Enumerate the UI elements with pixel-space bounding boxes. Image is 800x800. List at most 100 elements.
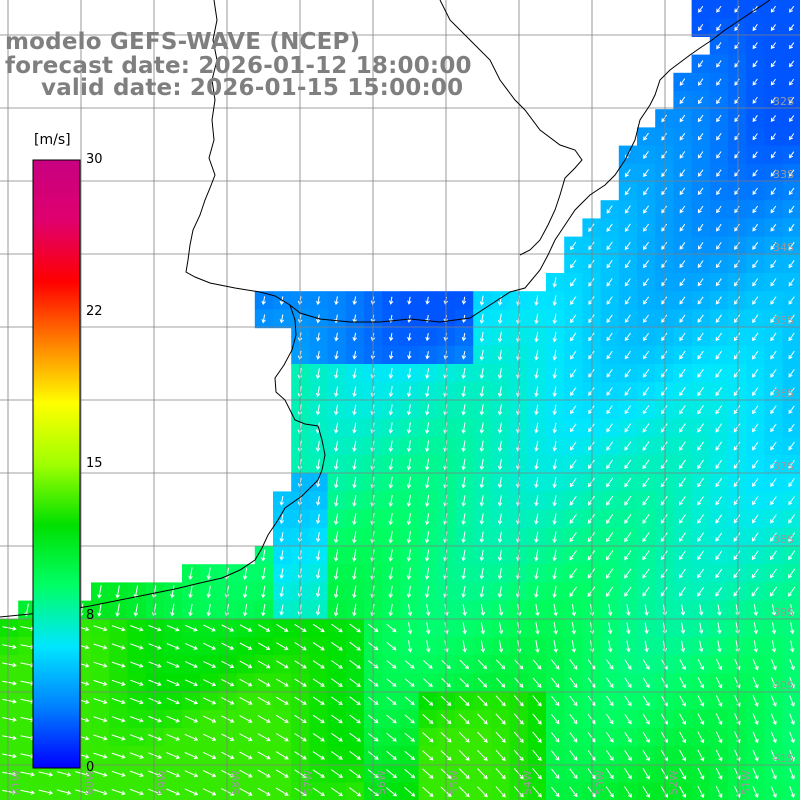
wind-arrow	[93, 625, 108, 632]
wind-arrow	[188, 603, 193, 617]
wind-arrow	[279, 568, 284, 580]
wind-arrow	[571, 603, 577, 617]
wind-arrow	[644, 604, 649, 616]
wind-arrow	[2, 735, 17, 741]
wind-arrow	[679, 695, 686, 707]
wind-arrow	[715, 658, 723, 671]
wind-arrow	[111, 789, 126, 796]
latitude-label: 38S	[773, 533, 794, 546]
wind-arrow	[770, 677, 777, 689]
wind-arrow	[770, 133, 777, 141]
wind-arrow	[587, 568, 596, 579]
wind-arrow	[388, 494, 393, 507]
wind-arrow	[406, 368, 412, 379]
wind-arrow	[624, 731, 632, 743]
wind-arrow	[425, 476, 430, 489]
wind-arrow	[330, 769, 343, 778]
wind-arrow	[788, 278, 795, 287]
wind-arrow	[257, 733, 271, 742]
longitude-label: 56W	[375, 770, 388, 795]
colorbar-gradient	[32, 159, 81, 769]
wind-arrow	[407, 333, 412, 342]
wind-arrow	[624, 260, 631, 269]
wind-arrow	[588, 350, 595, 360]
wind-arrow	[312, 623, 325, 633]
wind-arrow	[404, 696, 415, 706]
wind-arrow	[458, 768, 470, 780]
wind-arrow	[239, 696, 253, 705]
wind-arrow	[624, 332, 631, 342]
wind-arrow	[624, 459, 632, 470]
wind-arrow	[751, 568, 759, 579]
latitude-label: 35S	[773, 314, 794, 327]
wind-arrow	[715, 368, 723, 378]
wind-arrow	[679, 785, 687, 799]
wind-arrow	[752, 78, 758, 86]
wind-arrow	[386, 714, 397, 724]
wind-arrow	[734, 658, 741, 671]
wind-arrow	[148, 752, 162, 759]
wind-arrow	[569, 550, 577, 561]
wind-arrow	[257, 769, 271, 778]
wind-arrow	[606, 495, 614, 506]
wind-arrow	[771, 622, 777, 635]
wind-arrow	[93, 679, 108, 686]
wind-arrow	[424, 585, 430, 598]
wind-arrow	[426, 622, 431, 635]
wind-arrow	[752, 205, 759, 214]
colorbar	[32, 159, 81, 769]
wind-arrow	[97, 603, 102, 617]
wind-arrow	[643, 151, 649, 159]
wind-arrow	[770, 60, 777, 68]
wind-arrow	[479, 513, 485, 525]
wind-arrow	[349, 732, 361, 742]
wind-arrow	[459, 659, 469, 670]
wind-arrow	[534, 350, 539, 361]
wind-arrow	[752, 169, 758, 177]
wind-arrow	[788, 496, 795, 506]
wind-arrow	[425, 440, 430, 453]
wind-arrow	[605, 532, 614, 543]
wind-arrow	[624, 441, 632, 451]
wind-arrow	[698, 604, 704, 616]
wind-arrow	[733, 350, 741, 360]
wind-arrow	[221, 715, 235, 723]
wind-arrow	[624, 695, 632, 707]
wind-arrow	[697, 151, 704, 159]
wind-arrow	[352, 458, 357, 471]
wind-arrow	[349, 787, 362, 797]
wind-arrow	[752, 658, 759, 671]
wind-arrow	[716, 24, 722, 32]
wind-arrow	[788, 223, 795, 232]
wind-arrow	[789, 731, 795, 744]
latitude-label: 34S	[773, 241, 794, 254]
wind-arrow	[715, 260, 722, 269]
wind-arrow	[334, 386, 339, 398]
wind-arrow	[715, 713, 723, 726]
wind-arrow	[552, 313, 557, 325]
wind-arrow	[661, 132, 668, 141]
wind-arrow	[752, 731, 759, 744]
wind-arrow	[93, 698, 108, 705]
wind-arrow	[388, 422, 394, 434]
wind-arrow	[697, 332, 704, 342]
wind-arrow	[588, 441, 595, 451]
wind-arrow	[624, 369, 631, 378]
wind-arrow	[733, 314, 741, 323]
wind-arrow	[188, 567, 193, 581]
wind-arrow	[239, 751, 253, 760]
wind-arrow	[570, 405, 577, 415]
wind-arrow	[498, 640, 504, 653]
wind-arrow	[315, 604, 321, 616]
wind-arrow	[661, 278, 668, 287]
wind-arrow	[606, 278, 613, 287]
wind-arrow	[642, 749, 650, 762]
wind-arrow	[386, 732, 397, 742]
title-model: modelo GEFS-WAVE (NCEP)	[5, 29, 361, 55]
wind-arrow	[279, 496, 284, 506]
wind-arrow	[385, 787, 398, 797]
wind-arrow	[587, 550, 596, 561]
wind-arrow	[552, 404, 557, 416]
wind-arrow	[166, 661, 180, 668]
